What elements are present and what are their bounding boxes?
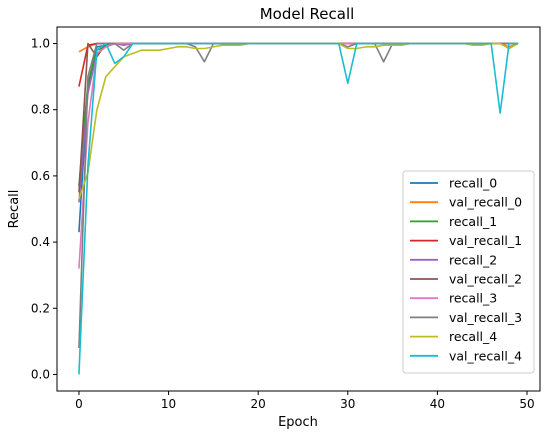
x-tick-label: 30 <box>340 397 355 411</box>
legend-label-recall-0: recall_0 <box>449 176 497 191</box>
x-tick-label: 0 <box>75 397 83 411</box>
x-tick-label: 40 <box>430 397 445 411</box>
legend-label-val-recall-0: val_recall_0 <box>449 195 522 210</box>
y-tick-label: 0.6 <box>31 169 50 183</box>
legend-label-recall-2: recall_2 <box>449 252 497 267</box>
series-line-val-recall-4 <box>78 42 519 375</box>
x-axis: 0 10 20 30 40 50 <box>75 391 535 411</box>
series-line-recall-1 <box>78 42 519 186</box>
plot-frame <box>56 26 541 392</box>
x-tick-label: 10 <box>161 397 176 411</box>
plot-area <box>56 26 541 392</box>
y-tick-label: 0.2 <box>31 301 50 315</box>
legend-label-recall-1: recall_1 <box>449 214 497 229</box>
x-tick-label: 50 <box>519 397 534 411</box>
legend-label-recall-4: recall_4 <box>449 329 497 344</box>
y-tick-label: 1.0 <box>31 37 50 51</box>
y-tick-label: 0.8 <box>31 103 50 117</box>
legend-label-val-recall-2: val_recall_2 <box>449 272 522 287</box>
y-axis: 0.0 0.2 0.4 0.6 0.8 1.0 <box>31 37 57 381</box>
x-axis-label: Epoch <box>278 415 318 430</box>
x-tick-label: 20 <box>251 397 266 411</box>
legend-label-val-recall-1: val_recall_1 <box>449 233 522 248</box>
legend-label-recall-3: recall_3 <box>449 291 497 306</box>
y-axis-label: Recall <box>7 190 22 229</box>
series-line-val-recall-2 <box>78 42 519 193</box>
y-tick-label: 0.0 <box>31 367 50 381</box>
y-tick-label: 0.4 <box>31 235 50 249</box>
legend-label-val-recall-4: val_recall_4 <box>449 348 522 363</box>
legend-label-val-recall-3: val_recall_3 <box>449 310 522 325</box>
chart-title: Model Recall <box>260 5 355 23</box>
legend: recall_0 val_recall_0 recall_1 val_recall_1… <box>402 170 535 374</box>
